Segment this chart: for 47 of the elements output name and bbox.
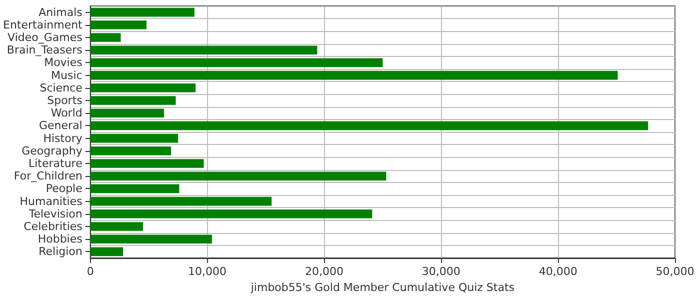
x-tick-label: 50,000 <box>656 265 694 278</box>
x-axis-title: jimbob55's Gold Member Cumulative Quiz Stats <box>250 280 515 294</box>
bar <box>90 58 383 68</box>
y-tick-label: Animals <box>38 6 83 19</box>
bar <box>90 46 318 55</box>
y-tick-label: Music <box>51 68 82 82</box>
y-tick-label: Brain_Teasers <box>6 44 83 57</box>
y-tick-label: Entertainment <box>3 18 84 32</box>
y-tick-label: Sports <box>47 94 83 107</box>
bar <box>90 121 648 130</box>
bar <box>90 146 172 156</box>
bar <box>90 172 386 181</box>
y-tick-label: Literature <box>28 157 83 170</box>
y-tick-label: Science <box>40 81 83 94</box>
y-tick-label: Hobbies <box>38 232 83 246</box>
x-tick-label: 0 <box>86 265 94 278</box>
x-tick-label: 10,000 <box>188 265 227 278</box>
bar <box>90 159 204 168</box>
bar <box>90 222 143 231</box>
bar <box>90 33 121 42</box>
bar <box>90 234 212 244</box>
bar <box>90 70 618 80</box>
y-tick-label: Geography <box>22 144 83 158</box>
bar <box>90 134 178 143</box>
y-tick-label: General <box>39 119 82 132</box>
y-tick-label: Video_Games <box>8 31 83 44</box>
bar <box>90 196 272 206</box>
x-tick-label: 40,000 <box>538 265 578 278</box>
y-tick-label: History <box>43 132 83 145</box>
bar <box>90 209 372 218</box>
y-tick-label: For_Children <box>14 170 82 183</box>
y-tick-label: World <box>50 106 82 120</box>
y-tick-label: People <box>46 182 83 196</box>
y-tick-label: Television <box>28 207 82 220</box>
bar <box>90 20 146 30</box>
y-tick-label: Celebrities <box>24 220 83 233</box>
bar <box>90 8 194 17</box>
bar <box>90 83 196 92</box>
bar <box>90 108 164 118</box>
y-tick-label: Movies <box>44 56 83 70</box>
x-tick-label: 30,000 <box>422 265 460 278</box>
y-tick-label: Religion <box>38 245 82 258</box>
bar <box>90 247 124 256</box>
y-tick-label: Humanities <box>20 194 83 208</box>
bar <box>90 96 176 105</box>
bar <box>90 184 180 194</box>
x-tick-label: 20,000 <box>304 265 344 278</box>
